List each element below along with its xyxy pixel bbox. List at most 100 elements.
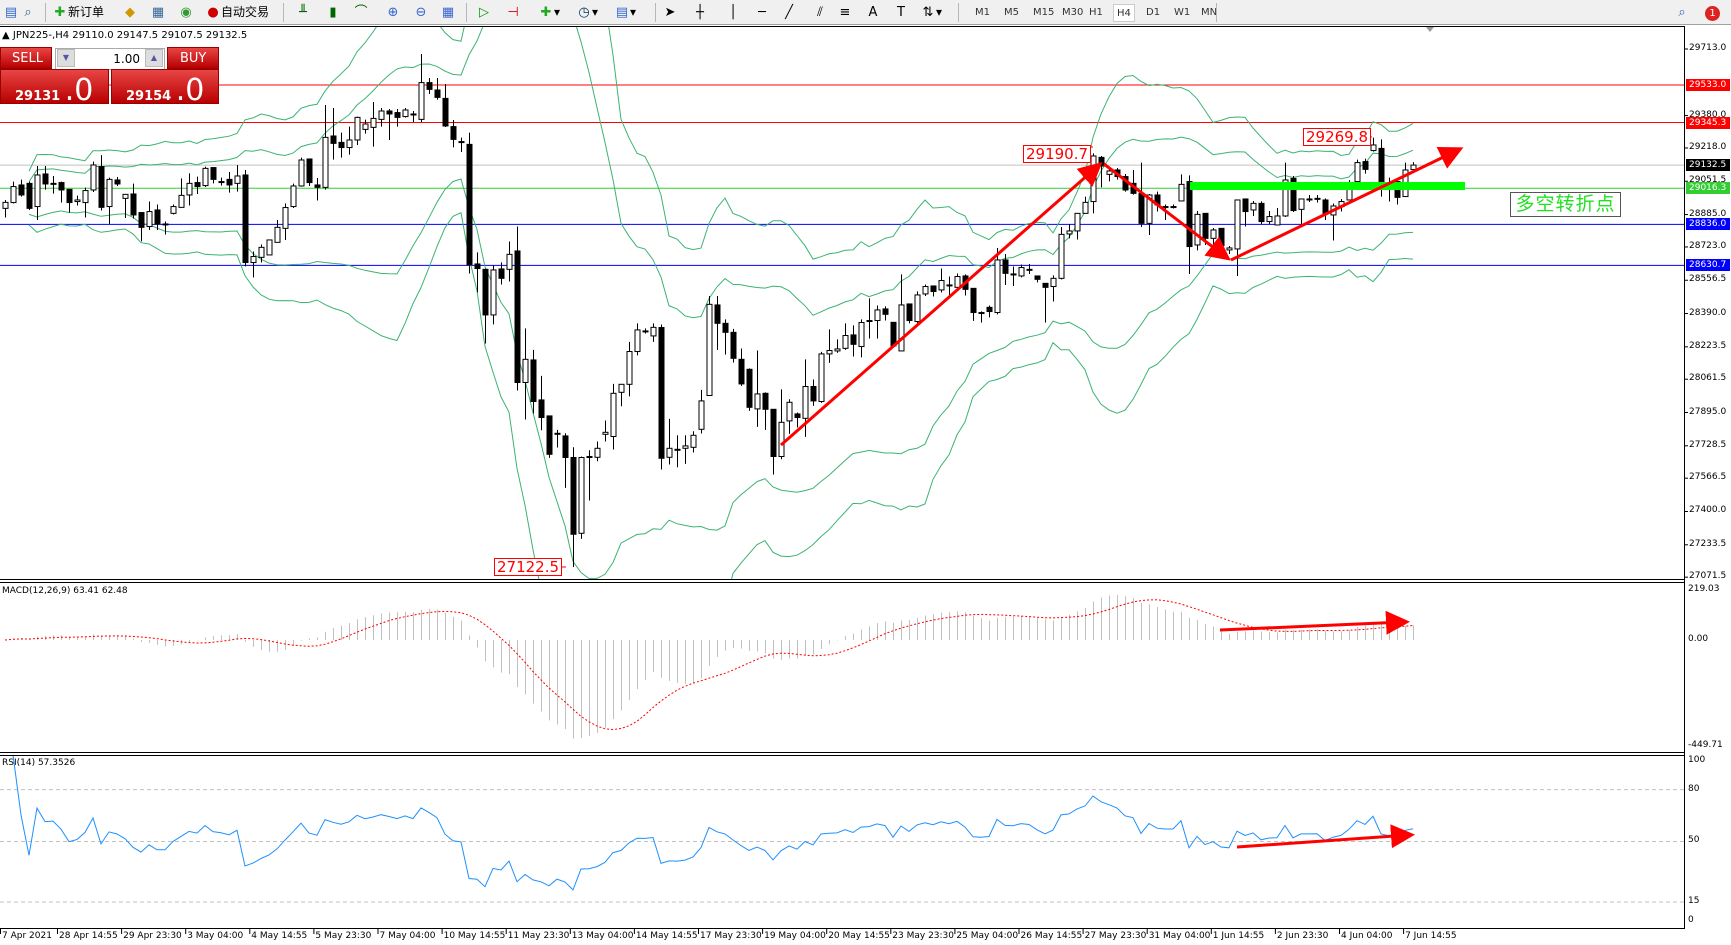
candle[interactable] [450, 119, 457, 148]
candle[interactable] [578, 456, 585, 539]
candle[interactable] [458, 137, 465, 152]
candle[interactable] [298, 157, 305, 187]
candle[interactable] [1106, 167, 1113, 182]
auto-trading-button[interactable]: ● 自动交易 [205, 3, 269, 22]
horizontal-line-icon[interactable]: ─ [758, 5, 766, 20]
text-label-icon[interactable]: T [897, 5, 905, 20]
candle[interactable] [594, 441, 601, 462]
candle[interactable] [1258, 201, 1265, 224]
timeframe-m5[interactable]: M5 [1004, 7, 1019, 18]
candle[interactable] [954, 273, 961, 290]
candle[interactable] [762, 392, 769, 430]
candle[interactable] [138, 212, 145, 242]
tile-windows-icon[interactable]: ▦ [441, 5, 455, 20]
candle[interactable] [722, 319, 729, 355]
uptrend-arrow[interactable] [780, 162, 1103, 447]
candle[interactable] [1298, 198, 1305, 224]
candle[interactable] [842, 323, 849, 350]
buy-price-button[interactable]: 29154 .0 [111, 69, 219, 108]
candle[interactable] [674, 435, 681, 468]
candle[interactable] [322, 104, 329, 190]
high-annotation-2[interactable]: 29269.8 [1303, 128, 1372, 146]
candle[interactable] [50, 175, 57, 194]
candle[interactable] [730, 328, 737, 363]
lots-decrease-button[interactable]: ▼ [57, 49, 75, 67]
text-icon[interactable]: A [868, 5, 878, 20]
candle[interactable] [978, 311, 985, 323]
candle[interactable] [698, 389, 705, 434]
candle[interactable] [98, 155, 105, 211]
candle[interactable] [738, 348, 745, 386]
candle[interactable] [178, 178, 185, 208]
candle[interactable] [266, 239, 273, 256]
rsi-divergence-arrow[interactable] [1236, 824, 1415, 849]
candle[interactable] [1242, 198, 1249, 227]
candle[interactable] [1074, 212, 1081, 240]
candle[interactable] [810, 379, 817, 406]
candle[interactable] [58, 181, 65, 203]
candle[interactable] [66, 188, 73, 213]
candle[interactable] [970, 287, 977, 321]
candle[interactable] [410, 110, 417, 122]
arrows-icon[interactable]: ⇅ ▾ [922, 5, 943, 20]
candle[interactable] [690, 431, 697, 453]
candle[interactable] [914, 291, 921, 324]
timeframe-h4[interactable]: H4 [1113, 4, 1135, 22]
candle[interactable] [1154, 191, 1161, 212]
chart-shift-marker[interactable] [1426, 27, 1434, 32]
candle[interactable] [858, 319, 865, 358]
timeframe-mn[interactable]: MN [1201, 7, 1218, 18]
chart-shift-icon[interactable]: ▷ [479, 5, 489, 20]
candle[interactable] [26, 181, 33, 210]
candle[interactable] [634, 323, 641, 356]
candle[interactable] [1354, 159, 1361, 183]
candle[interactable] [562, 433, 569, 488]
candle[interactable] [1130, 169, 1137, 195]
candle[interactable] [1362, 158, 1369, 174]
candle[interactable] [866, 298, 873, 339]
candle[interactable] [658, 324, 665, 470]
candle[interactable] [90, 161, 97, 192]
notification-icon[interactable]: 1 [1705, 3, 1725, 22]
candle[interactable] [146, 201, 153, 230]
new-order-button[interactable]: ✚ 新订单 [52, 3, 104, 22]
candlestick-icon[interactable]: ▮ [329, 5, 337, 20]
candle[interactable] [506, 241, 513, 282]
indicators-icon[interactable]: ✚ ▾ [540, 5, 561, 20]
buy-button[interactable]: BUY [167, 47, 219, 69]
candle[interactable] [2, 199, 9, 218]
candle[interactable] [986, 305, 993, 318]
timeframe-m1[interactable]: M1 [975, 7, 990, 18]
line-chart-icon[interactable]: ⌒ [354, 5, 368, 20]
candle[interactable] [250, 251, 257, 278]
candle[interactable] [1082, 196, 1089, 214]
candle[interactable] [826, 329, 833, 363]
candle[interactable] [882, 306, 889, 321]
candle[interactable] [82, 187, 89, 218]
channel-icon[interactable]: ⫽ [817, 5, 823, 20]
candle[interactable] [1178, 174, 1185, 202]
templates-icon[interactable]: ▤ ▾ [615, 5, 637, 20]
candle[interactable] [546, 415, 553, 458]
sell-button[interactable]: SELL [0, 47, 52, 69]
candle[interactable] [1234, 199, 1241, 276]
candle[interactable] [234, 164, 241, 192]
candle[interactable] [362, 119, 369, 134]
candle[interactable] [194, 176, 201, 194]
candle[interactable] [930, 285, 937, 297]
candle[interactable] [938, 268, 945, 293]
candle[interactable] [1170, 204, 1177, 209]
fibonacci-icon[interactable]: ≡ [839, 5, 851, 20]
candle[interactable] [106, 177, 113, 224]
candle[interactable] [370, 101, 377, 147]
candle[interactable] [42, 165, 49, 190]
periods-icon[interactable]: ◷ ▾ [578, 5, 599, 20]
candle[interactable] [394, 108, 401, 127]
candle[interactable] [282, 203, 289, 240]
candle[interactable] [786, 399, 793, 434]
candle[interactable] [818, 351, 825, 403]
auto-scroll-icon[interactable]: ⊣ [507, 5, 519, 20]
vertical-line-icon[interactable]: │ [729, 5, 737, 20]
candle[interactable] [122, 193, 129, 218]
candle[interactable] [834, 339, 841, 353]
